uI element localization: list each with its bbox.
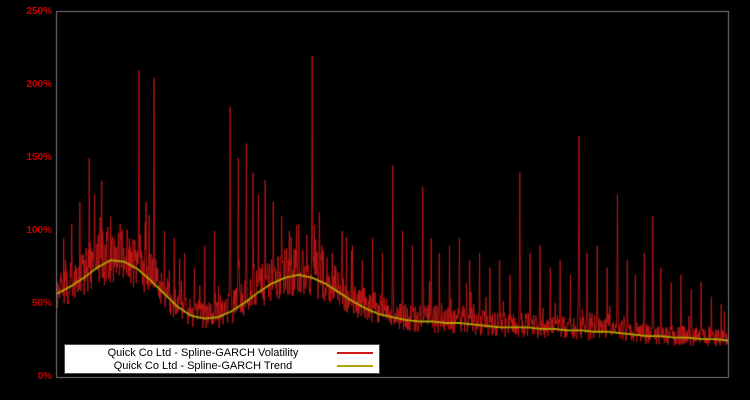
legend-item-volatility: Quick Co Ltd - Spline-GARCH Volatility — [71, 346, 373, 359]
volatility-line-sample — [337, 351, 373, 354]
y-tick-label: 150% — [26, 152, 52, 163]
y-tick-label: 0% — [37, 371, 52, 382]
legend: Quick Co Ltd - Spline-GARCH Volatility Q… — [64, 344, 380, 374]
legend-item-trend: Quick Co Ltd - Spline-GARCH Trend — [71, 359, 373, 372]
y-tick-label: 250% — [26, 6, 52, 17]
legend-label-trend: Quick Co Ltd - Spline-GARCH Trend — [113, 359, 293, 372]
legend-label-volatility: Quick Co Ltd - Spline-GARCH Volatility — [107, 346, 299, 359]
trend-line-sample — [337, 364, 373, 367]
y-tick-label: 100% — [26, 225, 52, 236]
y-tick-label: 200% — [26, 79, 52, 90]
y-tick-label: 50% — [31, 298, 52, 309]
